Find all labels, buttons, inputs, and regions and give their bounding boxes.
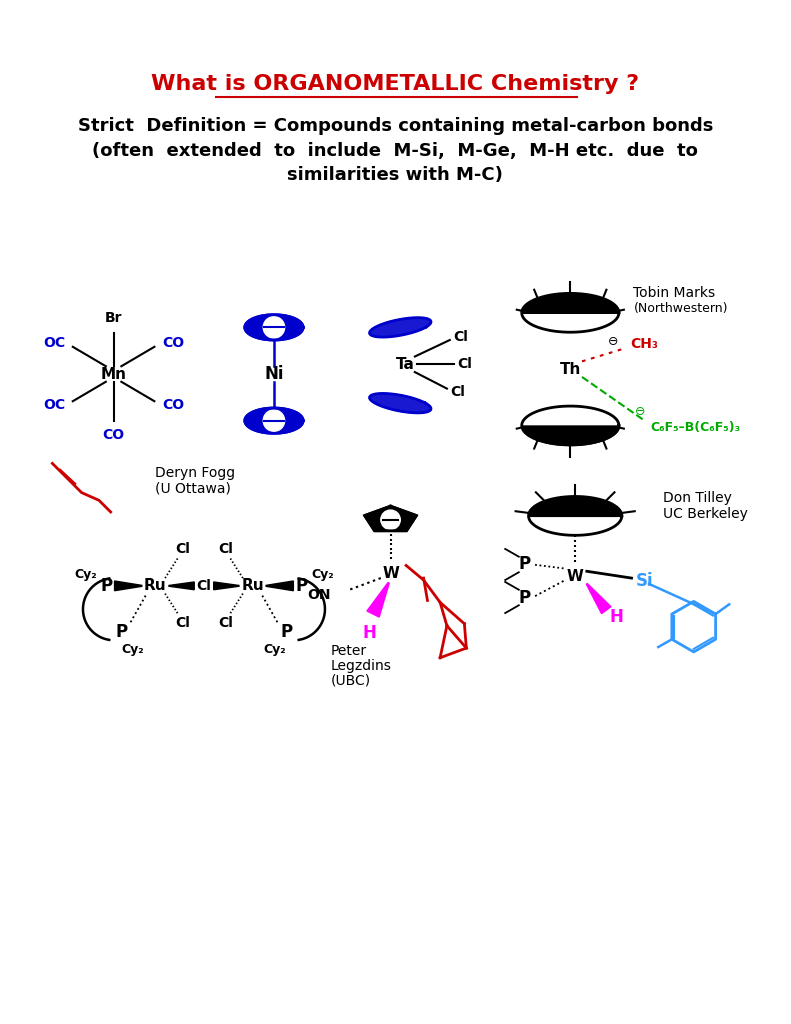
Polygon shape — [586, 584, 611, 613]
Text: What is ORGANOMETALLIC Chemistry ?: What is ORGANOMETALLIC Chemistry ? — [151, 75, 639, 94]
Text: OC: OC — [43, 398, 65, 412]
Polygon shape — [244, 408, 303, 433]
Text: P: P — [281, 624, 293, 641]
Text: Cl: Cl — [218, 615, 233, 630]
Text: P: P — [295, 577, 307, 595]
Polygon shape — [266, 581, 293, 591]
Text: ⊖: ⊖ — [607, 336, 619, 348]
Text: H: H — [609, 608, 623, 626]
Text: P: P — [100, 577, 113, 595]
Text: Cl: Cl — [175, 615, 190, 630]
Text: CO: CO — [162, 336, 184, 350]
Text: (often  extended  to  include  M-Si,  M-Ge,  M-H etc.  due  to: (often extended to include M-Si, M-Ge, M… — [93, 141, 698, 160]
Text: Legzdins: Legzdins — [331, 658, 392, 673]
Polygon shape — [367, 583, 389, 617]
Text: W: W — [382, 565, 399, 581]
Text: Cl: Cl — [175, 542, 190, 556]
Text: Ru: Ru — [144, 579, 167, 593]
Text: Strict  Definition = Compounds containing metal-carbon bonds: Strict Definition = Compounds containing… — [78, 117, 713, 135]
Text: CO: CO — [162, 398, 184, 412]
Polygon shape — [369, 317, 431, 337]
Polygon shape — [244, 314, 303, 340]
Text: Cy₂: Cy₂ — [122, 643, 144, 656]
Text: Cy₂: Cy₂ — [74, 567, 97, 581]
Text: UC Berkeley: UC Berkeley — [663, 507, 747, 521]
Text: Deryn Fogg: Deryn Fogg — [155, 466, 236, 480]
Text: ⊖: ⊖ — [635, 406, 645, 419]
Text: P: P — [115, 624, 127, 641]
Text: Ta: Ta — [396, 356, 414, 372]
Text: P: P — [519, 589, 531, 606]
Text: Peter: Peter — [331, 644, 366, 658]
Circle shape — [380, 510, 400, 529]
Text: H: H — [362, 624, 376, 642]
Text: Mn: Mn — [100, 367, 127, 382]
Text: Th: Th — [559, 361, 581, 377]
Text: ON: ON — [307, 588, 331, 601]
Polygon shape — [365, 506, 416, 530]
Text: CH₃: CH₃ — [630, 337, 658, 351]
Circle shape — [263, 410, 285, 431]
Text: CO: CO — [103, 428, 125, 442]
Text: Cl: Cl — [450, 384, 464, 398]
Text: W: W — [566, 568, 584, 584]
Polygon shape — [169, 582, 195, 590]
Text: (Northwestern): (Northwestern) — [634, 302, 728, 315]
Text: similarities with M-C): similarities with M-C) — [287, 166, 503, 183]
Text: Si: Si — [635, 572, 653, 590]
Text: (U Ottawa): (U Ottawa) — [155, 481, 231, 496]
Text: Ni: Ni — [264, 365, 284, 383]
Text: (UBC): (UBC) — [331, 673, 370, 687]
Text: Cl: Cl — [196, 579, 211, 593]
Text: Br: Br — [105, 311, 123, 326]
Polygon shape — [369, 393, 431, 413]
Circle shape — [263, 316, 285, 338]
Text: Cl: Cl — [454, 330, 468, 344]
Text: Tobin Marks: Tobin Marks — [634, 287, 716, 300]
Text: OC: OC — [43, 336, 65, 350]
Text: Ru: Ru — [241, 579, 264, 593]
Polygon shape — [115, 581, 142, 591]
Polygon shape — [214, 582, 239, 590]
Text: Cy₂: Cy₂ — [311, 567, 334, 581]
Text: Don Tilley: Don Tilley — [663, 492, 732, 506]
Text: Cl: Cl — [218, 542, 233, 556]
Text: Cl: Cl — [457, 357, 472, 372]
Text: P: P — [519, 555, 531, 573]
Text: Cy₂: Cy₂ — [263, 643, 286, 656]
Text: C₆F₅–B(C₆F₅)₃: C₆F₅–B(C₆F₅)₃ — [650, 421, 740, 434]
